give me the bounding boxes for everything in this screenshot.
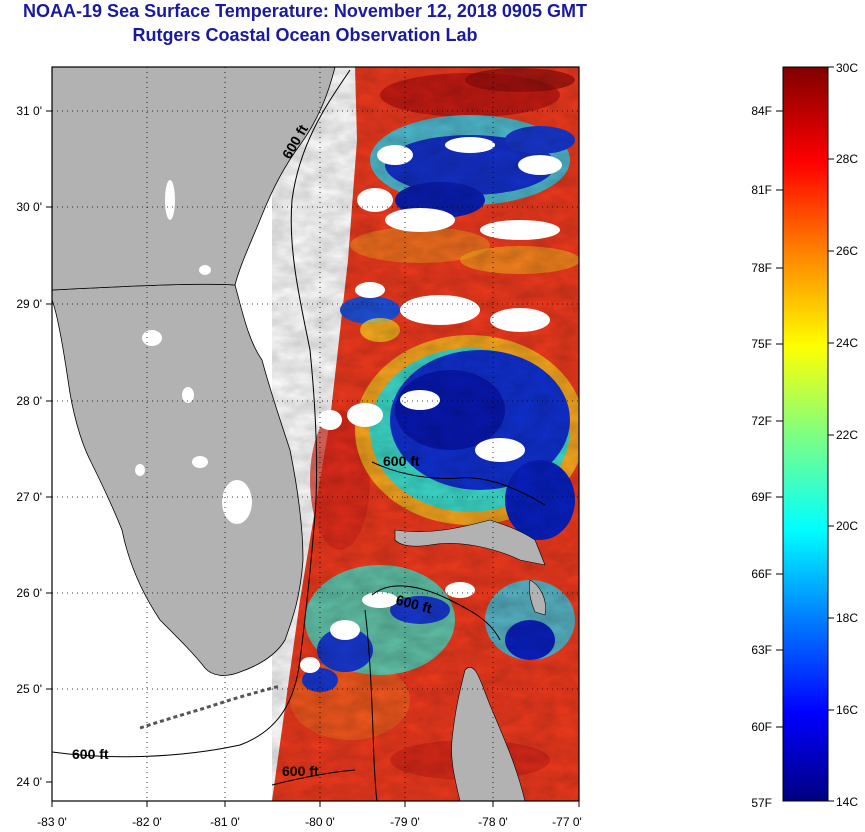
map-content: 600 ft 600 ft 600 ft 600 ft 600 ft — [52, 67, 579, 801]
y-tick-label: 24 0' — [16, 775, 42, 789]
sst-swath — [272, 67, 579, 801]
colorbar-c-label: 26C — [836, 244, 858, 258]
colorbar-f-label: 81F — [751, 183, 772, 197]
x-tick-label: -80 0' — [305, 815, 335, 829]
colorbar-f-label: 84F — [751, 104, 772, 118]
colorbar-gradient — [782, 66, 829, 802]
y-tick-label: 27 0' — [16, 490, 42, 504]
y-tick-label: 26 0' — [16, 586, 42, 600]
florida-keys — [139, 684, 281, 730]
isobath-contours — [52, 69, 546, 801]
contour-label: 600 ft — [72, 746, 109, 762]
colorbar-f-label: 63F — [751, 643, 772, 657]
lake-okeechobee — [222, 480, 252, 524]
north-land — [52, 67, 336, 291]
colorbar-f-label: 69F — [751, 490, 772, 504]
y-tick-label: 31 0' — [16, 104, 42, 118]
x-axis-labels: -83 0' -82 0' -81 0' -80 0' -79 0' -78 0… — [37, 815, 582, 829]
colorbar-c-label: 14C — [836, 795, 858, 809]
x-tick-label: -82 0' — [132, 815, 162, 829]
inland-lakes — [135, 180, 211, 476]
colorbar-f-label: 60F — [751, 720, 772, 734]
colorbar-f-label: 57F — [751, 796, 772, 810]
y-tick-label: 25 0' — [16, 682, 42, 696]
colorbar-c-label: 18C — [836, 611, 858, 625]
colorbar-c-label: 24C — [836, 336, 858, 350]
bahamas-land — [394, 519, 546, 801]
colorbar-c-label: 22C — [836, 428, 858, 442]
x-tick-label: -78 0' — [478, 815, 508, 829]
colorbar-f-label: 75F — [751, 337, 772, 351]
y-tick-label: 29 0' — [16, 297, 42, 311]
x-tick-label: -83 0' — [37, 815, 67, 829]
contour-label: 600 ft — [282, 763, 319, 779]
map-title: NOAA-19 Sea Surface Temperature: Novembe… — [23, 1, 587, 21]
colorbar-f-label: 66F — [751, 567, 772, 581]
colorbar-c-label: 20C — [836, 519, 858, 533]
colorbar-c-label: 28C — [836, 152, 858, 166]
map-frame — [51, 66, 580, 802]
x-tick-label: -81 0' — [210, 815, 240, 829]
x-tick-label: -79 0' — [390, 815, 420, 829]
colorbar-f-label: 72F — [751, 414, 772, 428]
y-tick-label: 28 0' — [16, 394, 42, 408]
florida-land — [52, 283, 304, 676]
y-axis-labels: 31 0' 30 0' 29 0' 28 0' 27 0' 26 0' 25 0… — [16, 104, 42, 789]
contour-label: 600 ft — [383, 453, 420, 469]
x-tick-label: -77 0' — [552, 815, 582, 829]
colorbar-f-label: 78F — [751, 261, 772, 275]
axis-ticks — [46, 110, 580, 807]
colorbar-c-label: 30C — [836, 61, 858, 75]
colorbar-c-label: 16C — [836, 703, 858, 717]
y-tick-label: 30 0' — [16, 200, 42, 214]
temperature-colorbar: 84F 81F 78F 75F 72F 69F 66F 63F 60F 57F … — [751, 61, 858, 810]
map-subtitle: Rutgers Coastal Ocean Observation Lab — [132, 25, 478, 45]
